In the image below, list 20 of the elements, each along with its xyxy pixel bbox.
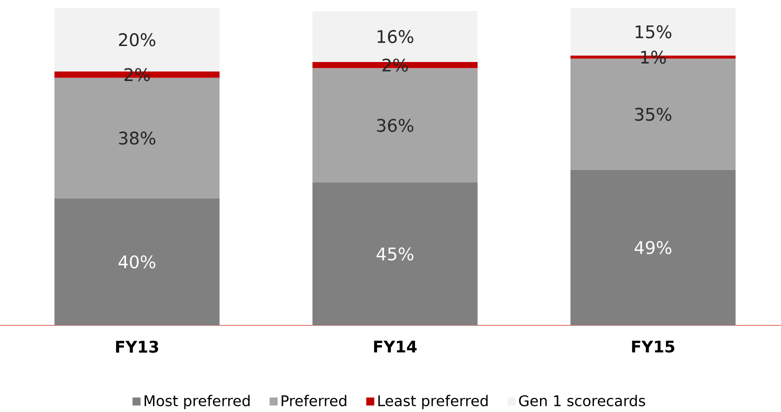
legend-label: Gen 1 scorecards xyxy=(519,394,646,406)
data-label: 15% xyxy=(636,25,672,38)
bar xyxy=(312,182,478,326)
data-label: 36% xyxy=(377,118,414,132)
data-label: 1% xyxy=(641,50,666,64)
data-label: 49% xyxy=(634,241,672,254)
x-tick-label: FY14 xyxy=(374,340,417,352)
data-label: 45% xyxy=(376,247,414,260)
data-label: 38% xyxy=(119,132,156,145)
x-tick-label: FY15 xyxy=(632,340,674,353)
data-label: 16% xyxy=(378,30,414,44)
data-label: 40% xyxy=(118,255,156,268)
legend-label: Least preferred xyxy=(378,394,488,410)
data-label: 20% xyxy=(119,33,156,46)
bar xyxy=(570,170,736,326)
bar xyxy=(54,198,220,326)
legend-label: Most preferred xyxy=(144,394,250,410)
legend-label: Preferred xyxy=(282,394,346,406)
x-tick-label: FY13 xyxy=(116,340,158,353)
data-label: 35% xyxy=(635,108,672,121)
